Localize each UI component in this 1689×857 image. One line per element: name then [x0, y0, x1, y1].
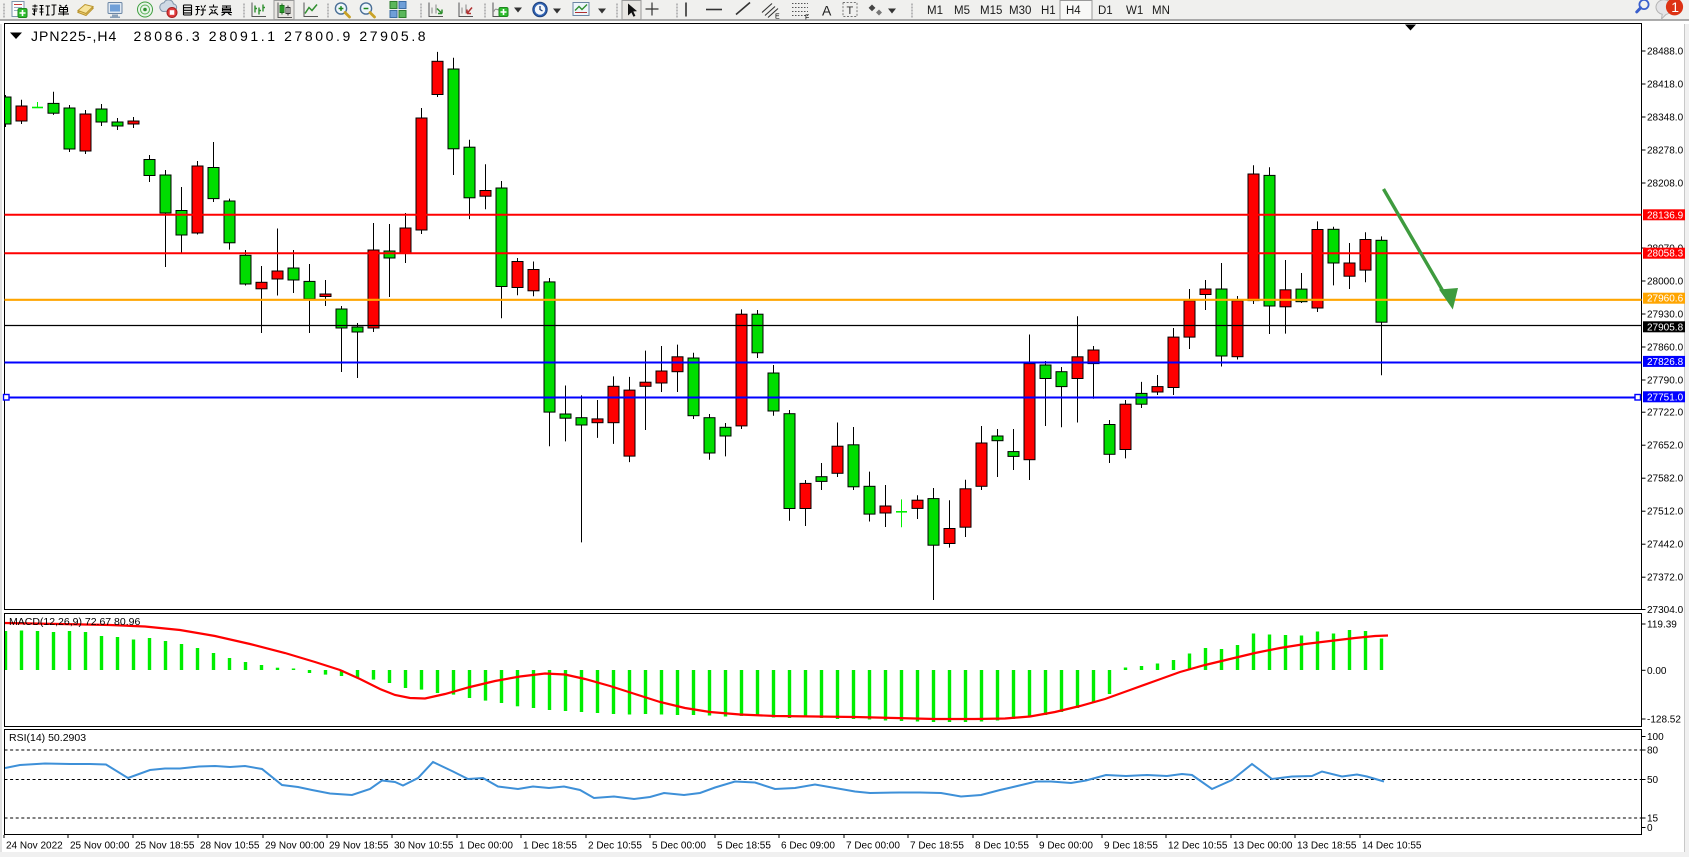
- svg-text:6 Dec 09:00: 6 Dec 09:00: [781, 841, 835, 852]
- svg-text:13 Dec 00:00: 13 Dec 00:00: [1233, 841, 1293, 852]
- svg-text:M15: M15: [980, 5, 1002, 17]
- svg-text:27442.0: 27442.0: [1647, 540, 1684, 551]
- svg-text:1: 1: [1671, 0, 1679, 15]
- svg-text:27826.8: 27826.8: [1647, 357, 1684, 368]
- svg-text:MACD(12,26,9) 72.67 80.96: MACD(12,26,9) 72.67 80.96: [9, 616, 140, 628]
- svg-text:RSI(14) 50.2903: RSI(14) 50.2903: [9, 732, 86, 744]
- svg-text:0.00: 0.00: [1647, 666, 1667, 677]
- svg-text:M5: M5: [954, 5, 970, 17]
- svg-text:JPN225-,H4: JPN225-,H4: [31, 28, 117, 44]
- svg-text:0: 0: [1647, 823, 1653, 834]
- svg-text:-128.52: -128.52: [1647, 715, 1681, 726]
- svg-text:8 Dec 10:55: 8 Dec 10:55: [975, 841, 1029, 852]
- svg-text:27722.0: 27722.0: [1647, 408, 1684, 419]
- svg-text:28136.9: 28136.9: [1647, 210, 1684, 221]
- svg-text:29 Nov 00:00: 29 Nov 00:00: [265, 841, 325, 852]
- svg-text:25 Nov 18:55: 25 Nov 18:55: [135, 841, 195, 852]
- svg-text:27372.0: 27372.0: [1647, 573, 1684, 584]
- svg-text:28208.0: 28208.0: [1647, 179, 1684, 190]
- svg-text:T: T: [847, 5, 854, 17]
- svg-text:28058.3: 28058.3: [1647, 249, 1684, 260]
- svg-text:28348.0: 28348.0: [1647, 113, 1684, 124]
- svg-text:28278.0: 28278.0: [1647, 146, 1684, 157]
- svg-text:28086.3 28091.1 27800.9 27905.: 28086.3 28091.1 27800.9 27905.8: [134, 28, 429, 44]
- svg-text:M30: M30: [1009, 5, 1031, 17]
- svg-text:80: 80: [1647, 746, 1659, 757]
- svg-text:H1: H1: [1041, 5, 1056, 17]
- svg-text:9 Dec 18:55: 9 Dec 18:55: [1104, 841, 1158, 852]
- svg-text:14 Dec 10:55: 14 Dec 10:55: [1362, 841, 1422, 852]
- svg-text:M1: M1: [927, 5, 943, 17]
- svg-text:27751.0: 27751.0: [1647, 392, 1684, 403]
- svg-text:5 Dec 00:00: 5 Dec 00:00: [652, 841, 706, 852]
- svg-text:30 Nov 10:55: 30 Nov 10:55: [394, 841, 454, 852]
- svg-text:7 Dec 18:55: 7 Dec 18:55: [910, 841, 964, 852]
- svg-text:13 Dec 18:55: 13 Dec 18:55: [1297, 841, 1357, 852]
- svg-text:1 Dec 00:00: 1 Dec 00:00: [459, 841, 513, 852]
- svg-text:28 Nov 10:55: 28 Nov 10:55: [200, 841, 260, 852]
- svg-text:24 Nov 2022: 24 Nov 2022: [6, 841, 63, 852]
- svg-text:15: 15: [1647, 814, 1659, 825]
- svg-text:27790.0: 27790.0: [1647, 376, 1684, 387]
- svg-text:100: 100: [1647, 732, 1664, 743]
- svg-text:50: 50: [1647, 775, 1659, 786]
- svg-text:MN: MN: [1152, 5, 1170, 17]
- svg-text:27960.6: 27960.6: [1647, 294, 1684, 305]
- svg-text:W1: W1: [1126, 5, 1143, 17]
- svg-text:27905.8: 27905.8: [1647, 322, 1684, 333]
- svg-text:7 Dec 00:00: 7 Dec 00:00: [846, 841, 900, 852]
- svg-text:1 Dec 18:55: 1 Dec 18:55: [523, 841, 577, 852]
- svg-text:D1: D1: [1098, 5, 1113, 17]
- svg-text:27930.0: 27930.0: [1647, 310, 1684, 321]
- svg-text:2 Dec 10:55: 2 Dec 10:55: [588, 841, 642, 852]
- svg-text:27304.0: 27304.0: [1647, 605, 1684, 616]
- svg-text:12 Dec 10:55: 12 Dec 10:55: [1168, 841, 1228, 852]
- svg-text:9 Dec 00:00: 9 Dec 00:00: [1039, 841, 1093, 852]
- svg-text:25 Nov 00:00: 25 Nov 00:00: [70, 841, 130, 852]
- svg-text:28000.0: 28000.0: [1647, 277, 1684, 288]
- svg-text:F: F: [805, 15, 809, 22]
- svg-text:27652.0: 27652.0: [1647, 441, 1684, 452]
- svg-text:28488.0: 28488.0: [1647, 47, 1684, 58]
- svg-text:H4: H4: [1066, 5, 1081, 17]
- svg-text:27582.0: 27582.0: [1647, 474, 1684, 485]
- svg-text:5 Dec 18:55: 5 Dec 18:55: [717, 841, 771, 852]
- svg-text:A: A: [822, 3, 832, 19]
- svg-text:27860.0: 27860.0: [1647, 343, 1684, 354]
- svg-text:27512.0: 27512.0: [1647, 507, 1684, 518]
- svg-text:28418.0: 28418.0: [1647, 80, 1684, 91]
- svg-text:119.39: 119.39: [1647, 620, 1677, 631]
- svg-text:E: E: [775, 14, 780, 21]
- svg-text:29 Nov 18:55: 29 Nov 18:55: [329, 841, 389, 852]
